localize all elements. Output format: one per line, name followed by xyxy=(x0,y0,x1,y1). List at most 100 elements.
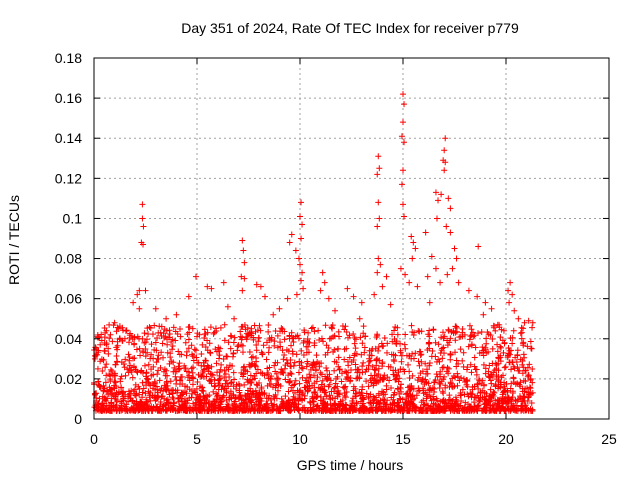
roti-point xyxy=(331,367,338,374)
roti-point xyxy=(296,389,303,396)
roti-point xyxy=(342,401,349,408)
roti-point xyxy=(213,348,220,355)
roti-point xyxy=(480,382,487,389)
roti-point xyxy=(521,388,528,395)
roti-point xyxy=(474,380,481,387)
roti-point xyxy=(368,372,375,379)
roti-point xyxy=(360,359,367,366)
roti-point xyxy=(194,391,201,398)
roti-point xyxy=(282,376,289,383)
roti-point xyxy=(321,389,328,396)
roti-point xyxy=(385,363,392,370)
roti-point xyxy=(319,377,326,384)
roti-point xyxy=(309,398,316,405)
roti-point xyxy=(252,363,259,370)
roti-point xyxy=(312,367,319,374)
roti-point xyxy=(331,332,338,339)
roti-point xyxy=(368,379,375,386)
roti-point xyxy=(318,335,325,342)
roti-peak-point xyxy=(494,321,501,328)
roti-point xyxy=(309,361,316,368)
roti-peak-point xyxy=(134,291,141,298)
roti-point xyxy=(248,354,255,361)
roti-point xyxy=(160,354,167,361)
roti-peak-point xyxy=(270,311,277,318)
roti-point xyxy=(141,330,148,337)
roti-point xyxy=(139,348,146,354)
roti-point xyxy=(335,345,342,352)
roti-point xyxy=(197,404,204,411)
roti-point xyxy=(292,396,299,403)
roti-point xyxy=(394,331,401,338)
roti-point xyxy=(244,368,251,375)
roti-point xyxy=(522,367,529,374)
roti-point xyxy=(182,400,189,407)
roti-peak-point xyxy=(410,239,417,246)
roti-point xyxy=(303,343,310,350)
roti-point xyxy=(485,398,492,405)
roti-point xyxy=(405,393,412,400)
roti-point xyxy=(375,347,382,354)
roti-point xyxy=(154,355,161,362)
roti-point xyxy=(525,394,532,401)
roti-peak-point xyxy=(445,195,452,202)
roti-point xyxy=(396,390,403,397)
roti-point xyxy=(323,393,330,400)
roti-point xyxy=(362,368,369,375)
roti-point xyxy=(454,382,461,389)
roti-peak-point xyxy=(412,245,419,252)
roti-point xyxy=(415,358,422,365)
roti-point xyxy=(111,371,118,378)
roti-point xyxy=(136,404,143,411)
roti-point xyxy=(309,382,316,389)
roti-peak-point xyxy=(447,229,454,236)
roti-point xyxy=(230,350,237,357)
roti-point xyxy=(183,407,190,414)
roti-point xyxy=(383,386,390,393)
roti-point xyxy=(464,378,471,385)
roti-point xyxy=(166,391,173,398)
roti-point xyxy=(119,327,126,334)
roti-peak-point xyxy=(224,303,231,310)
roti-peak-point xyxy=(475,243,482,250)
roti-point xyxy=(480,361,487,368)
roti-point xyxy=(345,362,352,369)
roti-point xyxy=(103,361,110,368)
roti-point xyxy=(509,340,516,347)
roti-peak-point xyxy=(297,261,303,268)
roti-peak-point xyxy=(358,299,365,306)
roti-point xyxy=(481,396,488,403)
roti-point xyxy=(285,348,292,355)
roti-point xyxy=(250,405,257,412)
roti-point xyxy=(147,324,154,331)
roti-point xyxy=(118,384,125,391)
roti-point xyxy=(437,373,444,380)
roti-point xyxy=(163,327,170,334)
roti-point xyxy=(166,360,173,367)
roti-point xyxy=(143,396,150,403)
roti-peak-point xyxy=(101,347,108,354)
roti-peak-point xyxy=(443,223,450,230)
roti-point xyxy=(408,322,415,329)
roti-peak-point xyxy=(192,273,199,280)
roti-point xyxy=(259,370,266,377)
roti-point xyxy=(463,377,470,384)
roti-point xyxy=(522,385,529,392)
roti-point xyxy=(497,334,504,341)
roti-point xyxy=(190,400,197,407)
roti-point xyxy=(239,342,246,349)
roti-point xyxy=(106,402,113,409)
roti-peak-point xyxy=(515,315,522,322)
roti-point xyxy=(129,374,136,381)
roti-point xyxy=(501,396,508,403)
roti-point xyxy=(131,400,138,407)
roti-point xyxy=(250,391,257,398)
roti-point xyxy=(239,349,246,356)
roti-point xyxy=(377,403,384,410)
roti-point xyxy=(366,399,373,406)
roti-point xyxy=(108,395,115,402)
roti-point xyxy=(279,401,286,408)
roti-point xyxy=(456,334,463,341)
roti-point xyxy=(402,345,409,352)
roti-point xyxy=(253,342,260,349)
